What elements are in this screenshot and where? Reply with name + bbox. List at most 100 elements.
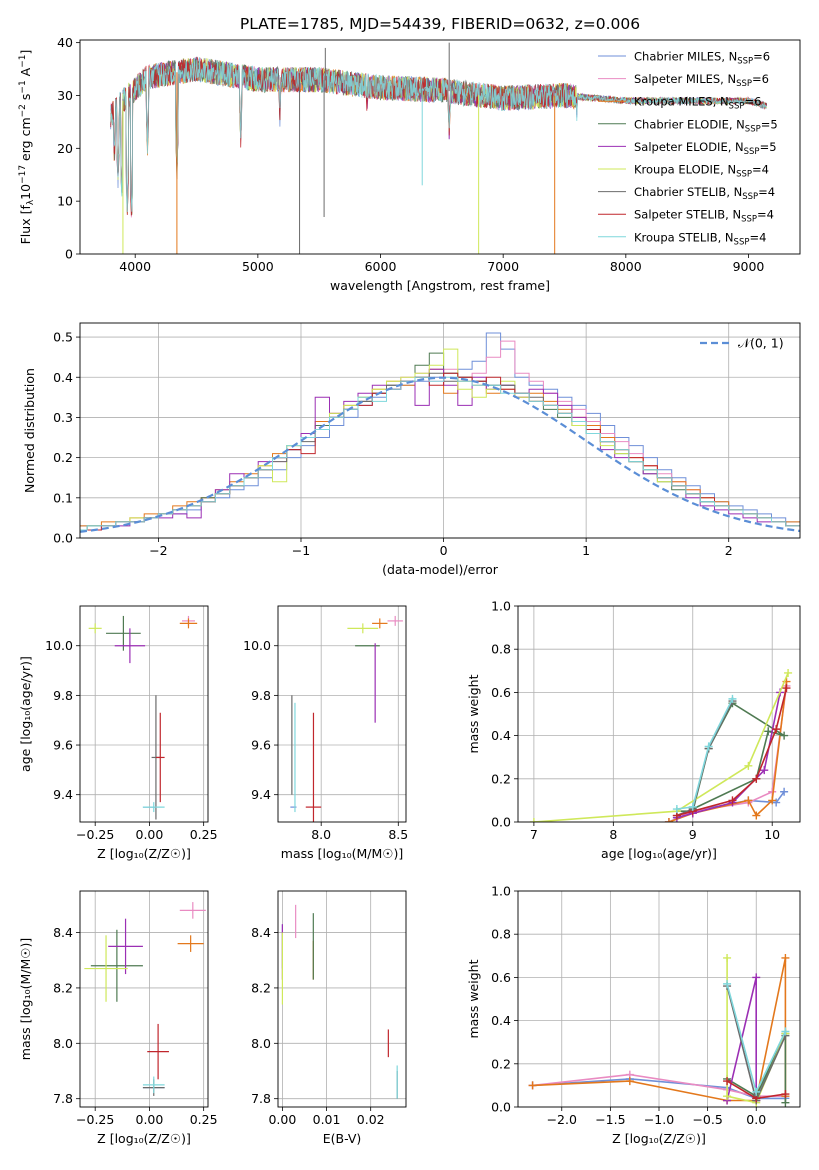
x-tick-label: 5000	[242, 259, 274, 274]
x-tick-label: 0.25	[190, 1112, 218, 1127]
grid	[278, 891, 406, 1107]
mass-weight-marker	[784, 668, 793, 677]
x-tick-label: −0.25	[76, 1112, 114, 1127]
x-tick-label: 0.00	[136, 827, 164, 842]
panel-1: 4000 5000 6000 7000 8000 9000 0 10 20 30 40 wavelen…	[18, 35, 801, 293]
x-tick-label: 2	[725, 543, 733, 558]
x-tick-label: 0.00	[136, 1112, 164, 1127]
y-tick-label: 20	[57, 141, 73, 156]
legend-label: Chabrier MILES, NSSP=6	[634, 50, 770, 67]
panel-4: 8.0 8.5 9.4 9.6 9.8 10.0 mass [log₁₀(M/M☉)]	[243, 605, 408, 861]
mass-weight-marker	[744, 796, 753, 805]
panel-3: −0.25 0.00 0.25 9.4 9.6 9.8 10.0 Z [log₁₀(Z/Z☉)…	[18, 605, 218, 861]
plot-area	[281, 904, 398, 1099]
legend-label: Kroupa STELIB, NSSP=4	[634, 230, 766, 247]
panel-2: −2 −1 0 1 2 0.0 0.1 0.2 0.3 0.4 0.5 (data-model)/er…	[22, 322, 801, 577]
y-axis-label: Flux [fλ10−17 erg cm−2 s−1 A−1]	[18, 50, 36, 245]
mass-weight-line	[533, 672, 789, 822]
x-axis-label: Z [log₁₀(Z/Z☉)]	[97, 846, 191, 861]
y-tick-label: 8.4	[251, 925, 271, 940]
mass-weight-marker	[744, 761, 753, 770]
y-tick-label: 0.4	[491, 728, 511, 743]
mass-weight-marker	[723, 1092, 732, 1101]
y-axis-label: age [log₁₀(age/yr)]	[18, 656, 33, 772]
x-axis-label: Z [log₁₀(Z/Z☉)]	[612, 1131, 706, 1146]
histogram-step	[80, 376, 800, 531]
mass-weight-marker	[672, 805, 681, 814]
grid	[518, 605, 800, 823]
grid	[80, 891, 208, 1107]
x-tick-label: 8000	[610, 259, 642, 274]
y-tick-label: 9.6	[251, 738, 271, 753]
legend: Chabrier MILES, NSSP=6 Salpeter MILES, NS…	[598, 50, 778, 247]
mass-weight-marker	[529, 818, 538, 822]
x-tick-label: 9000	[733, 259, 765, 274]
x-tick-label: 8.0	[311, 827, 331, 842]
mass-weight-marker	[752, 1087, 761, 1096]
x-tick-label: 4000	[119, 259, 151, 274]
mass-weight-marker	[752, 774, 761, 783]
y-tick-label: 0.0	[491, 1100, 511, 1115]
x-tick-label: −2.0	[547, 1112, 577, 1127]
plot-area	[528, 953, 790, 1107]
mass-weight-marker	[764, 727, 773, 736]
y-tick-label: 10.0	[45, 638, 73, 653]
y-tick-label: 0.2	[491, 1056, 511, 1071]
legend-label: Salpeter STELIB, NSSP=4	[634, 208, 774, 225]
mass-weight-marker	[781, 1098, 790, 1107]
y-tick-label: 30	[57, 88, 73, 103]
y-tick-label: 0.1	[53, 490, 73, 505]
y-tick-label: 10.0	[243, 638, 271, 653]
gaussian-curve	[80, 376, 800, 533]
y-tick-label: 10	[57, 194, 73, 209]
y-tick-label: 0.4	[53, 370, 73, 385]
mass-weight-marker	[760, 766, 769, 775]
x-axis-label: (data-model)/error	[382, 562, 499, 577]
axes-frame	[79, 890, 209, 1108]
mass-weight-line	[668, 791, 785, 822]
grid	[518, 890, 800, 1108]
legend-label: Chabrier STELIB, NSSP=4	[634, 185, 775, 202]
axes-frame	[277, 605, 407, 823]
plot-area	[84, 902, 206, 1096]
x-axis-label: wavelength [Angstrom, rest frame]	[330, 278, 550, 293]
y-tick-label: 0.0	[53, 531, 73, 546]
y-tick-label: 8.0	[251, 1036, 271, 1051]
y-tick-label: 8.2	[251, 980, 271, 995]
x-tick-label: 7000	[487, 259, 519, 274]
x-tick-label: 6000	[365, 259, 397, 274]
x-tick-label: 9	[689, 827, 697, 842]
mass-weight-line	[676, 698, 734, 810]
axes-frame	[79, 322, 801, 539]
x-tick-label: −0.25	[76, 827, 114, 842]
axes-frame	[517, 605, 801, 823]
plot-area	[110, 42, 767, 254]
mass-weight-line	[676, 687, 788, 817]
axes-frame	[79, 605, 209, 823]
legend-label: Kroupa MILES, NSSP=6	[634, 95, 761, 112]
panel-5: 7 8 9 10 0.0 0.2 0.4 0.6 0.8 1.0 age [log₁₀(age/yr…	[466, 599, 801, 861]
y-tick-label: 0.4	[491, 1013, 511, 1028]
mass-weight-marker	[625, 1077, 634, 1086]
y-tick-label: 0	[65, 247, 73, 262]
mass-weight-marker	[780, 731, 789, 740]
mass-weight-marker	[752, 811, 761, 820]
y-tick-label: 9.8	[251, 688, 271, 703]
mass-weight-marker	[781, 953, 790, 962]
x-tick-label: −1.0	[644, 1112, 674, 1127]
x-tick-label: 1	[582, 543, 590, 558]
mass-weight-line	[532, 957, 787, 1102]
spectrum-line	[110, 57, 767, 213]
x-axis-label: E(B-V)	[323, 1131, 362, 1146]
mass-weight-marker	[782, 684, 791, 693]
x-tick-label: 0.0	[746, 1112, 766, 1127]
y-tick-label: 7.8	[251, 1091, 271, 1106]
grid	[80, 606, 208, 822]
mass-weight-marker	[723, 1077, 732, 1086]
y-tick-label: 8.4	[53, 925, 73, 940]
y-axis-label: mass weight	[466, 959, 481, 1038]
x-axis-label: mass [log₁₀(M/M☉)]	[281, 846, 403, 861]
panel-6: −0.25 0.00 0.25 7.8 8.0 8.2 8.4 Z [log₁₀(Z/Z☉)]…	[18, 890, 218, 1146]
x-tick-label: 0.00	[268, 1112, 296, 1127]
